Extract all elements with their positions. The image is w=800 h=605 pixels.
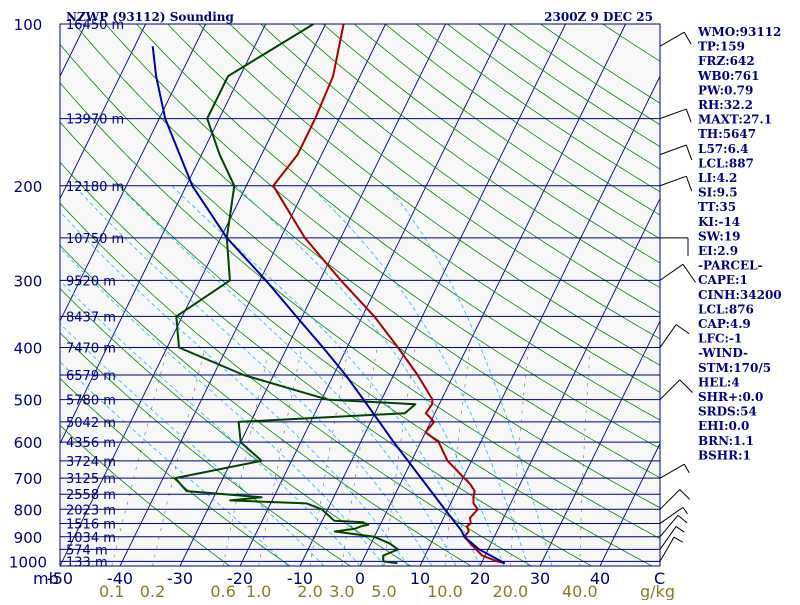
height-tick-label: 5780 m (66, 394, 116, 409)
wind-barb (660, 515, 687, 536)
index-line: BRN:1.1 (698, 434, 754, 448)
pressure-tick-label: 300 (14, 272, 43, 290)
mixing-ratio-tick-label: 20.0 (493, 582, 529, 600)
height-tick-label: 4356 m (66, 436, 116, 451)
index-line: PW:0.79 (698, 83, 753, 97)
wind-barb (660, 176, 692, 191)
height-tick-label: 10750 m (66, 232, 124, 247)
pressure-tick-label: 400 (14, 340, 43, 358)
mixing-ratio-tick-label: 0.6 (210, 582, 235, 600)
index-line: SI:9.5 (698, 186, 738, 200)
index-line: BSHR:1 (698, 448, 751, 462)
index-line: TH:5647 (698, 127, 756, 141)
mixing-ratio-tick-label: 1.0 (246, 582, 271, 600)
wind-barb (660, 145, 692, 160)
temperature-tick-label: -30 (167, 569, 193, 588)
pressure-tick-label: 500 (14, 392, 43, 410)
pressure-tick-label: 700 (14, 470, 43, 488)
mixing-ratio-tick-label: 2.0 (297, 582, 322, 600)
wind-barb (660, 238, 688, 256)
index-line: TT:35 (698, 200, 736, 214)
station-title: NZWP (93112) Sounding (66, 10, 234, 24)
wind-barb (660, 325, 689, 348)
mixing-ratio-tick-label: 40.0 (562, 582, 598, 600)
valid-time: 2300Z 9 DEC 25 (544, 10, 653, 24)
index-line: EHI:0.0 (698, 419, 749, 433)
index-line: SHR+:0.0 (698, 390, 763, 404)
index-line: -WIND- (698, 346, 748, 360)
index-line: WB0:761 (697, 69, 759, 83)
pressure-tick-label: 200 (14, 178, 43, 196)
height-tick-label: 12180 m (66, 180, 124, 195)
height-tick-label: 3724 m (66, 455, 116, 470)
pressure-tick-label: 900 (14, 529, 43, 547)
mixing-ratio-tick-label: 3.0 (329, 582, 354, 600)
pressure-tick-label: 100 (14, 16, 43, 34)
index-line: CAPE:1 (698, 273, 748, 287)
index-line: SRDS:54 (698, 405, 757, 419)
wind-barb (660, 526, 684, 549)
height-tick-label: 2023 m (66, 503, 116, 518)
mixing-ratio-unit-label: g/kg (640, 582, 675, 600)
height-tick-label: 2558 m (66, 488, 116, 503)
index-line: LI:4.2 (698, 171, 737, 185)
wind-barb (660, 264, 696, 282)
mixing-ratio-tick-label: 0.1 (99, 582, 124, 600)
index-line: KI:-14 (698, 215, 740, 229)
mixing-ratio-tick-label: 0.2 (140, 582, 165, 600)
wind-barb (660, 464, 689, 478)
index-line: RH:32.2 (698, 98, 753, 112)
index-line: SW:19 (698, 229, 740, 243)
mixing-ratio-tick-label: 10.0 (427, 582, 463, 600)
wind-barb (660, 380, 693, 400)
index-line: LCL:876 (698, 302, 754, 316)
index-line: L57:6.4 (698, 142, 748, 156)
wind-barb (660, 32, 691, 46)
index-line: CAP:4.9 (698, 317, 751, 331)
index-line: MAXT:27.1 (698, 113, 772, 127)
pressure-tick-label: 800 (14, 501, 43, 519)
wind-barbs (660, 32, 696, 561)
index-line: STM:170/5 (698, 361, 771, 375)
wind-barb (660, 109, 691, 122)
index-line: WMO:93112 (697, 25, 781, 39)
height-tick-label: 13970 m (66, 113, 124, 128)
temperature-tick-label: 20 (470, 569, 490, 588)
index-line: -PARCEL- (698, 259, 763, 273)
dry-adiabat-line (789, 24, 800, 566)
index-line: CINH:34200 (698, 288, 782, 302)
mixing-ratio-tick-label: 5.0 (371, 582, 396, 600)
pressure-unit-label: mb (33, 569, 59, 588)
stability-indices-panel: WMO:93112TP:159FRZ:642WB0:761PW:0.79RH:3… (697, 25, 782, 462)
wind-barb (660, 537, 683, 561)
height-tick-label: 3125 m (66, 472, 116, 487)
temperature-tick-label: 0 (355, 569, 365, 588)
index-line: EI:2.9 (698, 244, 738, 258)
index-line: TP:159 (698, 40, 745, 54)
plot-background (60, 24, 660, 566)
pressure-tick-label: 600 (14, 434, 43, 452)
index-line: LFC:-1 (698, 332, 742, 346)
index-line: LCL:887 (698, 156, 754, 170)
wind-barb (660, 490, 690, 510)
height-tick-label: 8437 m (66, 310, 116, 325)
height-tick-label: 7470 m (66, 342, 116, 357)
temperature-tick-label: 30 (530, 569, 550, 588)
index-line: HEL:4 (698, 375, 740, 389)
height-tick-label: 6579 m (66, 369, 116, 384)
index-line: FRZ:642 (698, 54, 755, 68)
height-tick-label: 9520 m (66, 274, 116, 289)
height-tick-label: 5042 m (66, 416, 116, 431)
